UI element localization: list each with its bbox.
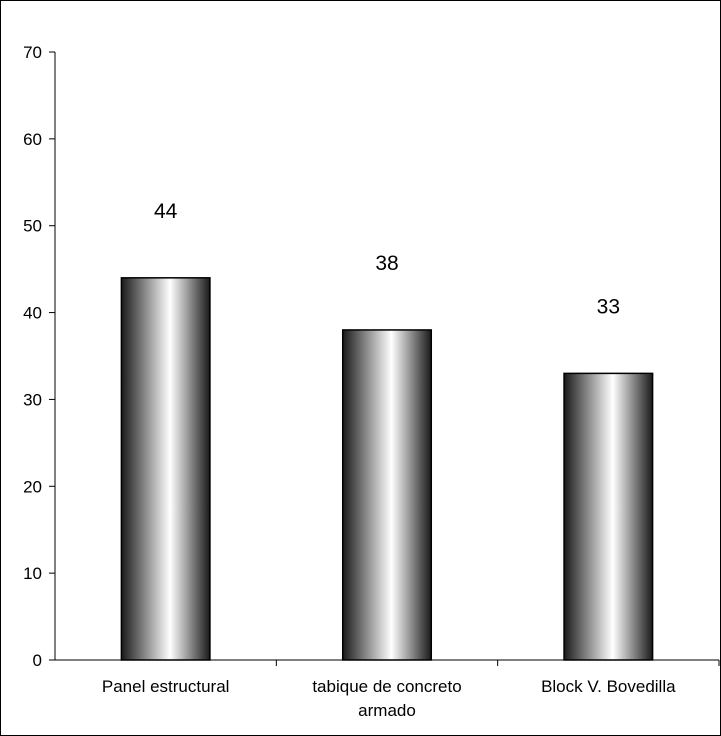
bar <box>563 372 654 661</box>
y-tick-label: 40 <box>23 304 42 323</box>
data-label: 44 <box>154 200 178 223</box>
y-axis-ticks: 0 10 20 30 40 50 60 70 <box>23 43 55 670</box>
y-tick-label: 0 <box>33 651 42 670</box>
bar <box>120 277 211 661</box>
y-tick-label: 70 <box>23 43 42 62</box>
y-tick-label: 50 <box>23 217 42 236</box>
y-tick-label: 10 <box>23 564 42 583</box>
y-tick-label: 60 <box>23 130 42 149</box>
x-axis-categories: Panel estructural tabique de concreto arma… <box>102 660 720 720</box>
data-label: 38 <box>375 252 398 275</box>
bar <box>341 329 433 661</box>
x-category-label: Block V. Bovedilla <box>541 677 676 696</box>
data-label: 33 <box>597 295 620 318</box>
y-tick-label: 20 <box>23 477 42 496</box>
x-category-label: Panel estructural <box>102 677 230 696</box>
bars-group: 44 38 33 <box>120 200 654 661</box>
y-tick-label: 30 <box>23 390 42 409</box>
x-category-label: tabique de concreto armado <box>312 677 461 720</box>
